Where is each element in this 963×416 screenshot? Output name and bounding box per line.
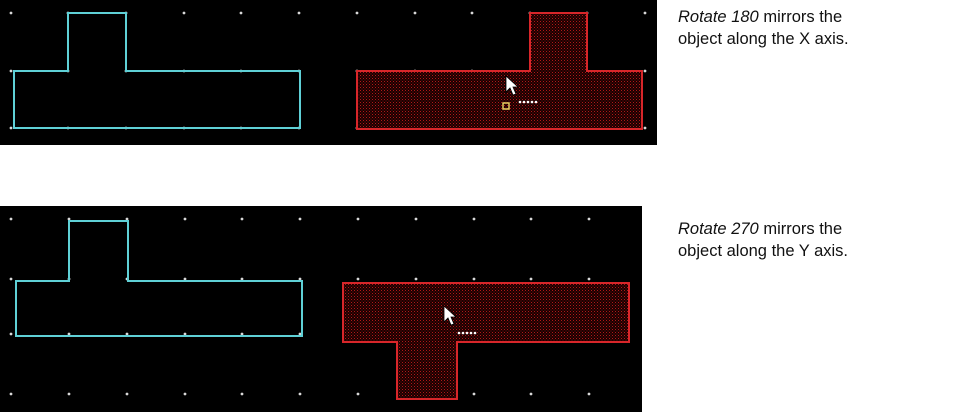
- original-shape-outline[interactable]: [15, 220, 303, 337]
- grid-dot: [239, 11, 243, 15]
- arrow-cursor-icon: [443, 305, 477, 335]
- grid-dot: [298, 392, 302, 396]
- grid-dot: [67, 217, 71, 221]
- grid-dot: [9, 126, 13, 130]
- grid-dot: [472, 392, 476, 396]
- grid-dot: [240, 332, 244, 336]
- grid-dot: [9, 392, 13, 396]
- grid-dot: [413, 11, 417, 15]
- drawing-canvas-rotate-270[interactable]: [0, 206, 642, 412]
- arrow-cursor-icon: [505, 75, 538, 104]
- grid-dot: [182, 11, 186, 15]
- grid-dot: [529, 392, 533, 396]
- rotated-shape-selected[interactable]: [342, 282, 630, 400]
- grid-dot: [240, 392, 244, 396]
- grid-dot: [183, 217, 187, 221]
- caption-text-line2: object along the Y axis.: [678, 242, 849, 260]
- grid-dot: [240, 277, 244, 281]
- grid-dot: [298, 217, 302, 221]
- grid-dot: [125, 332, 129, 336]
- caption-text: mirrors the: [758, 220, 843, 238]
- caption-rotate-270: Rotate 270 mirrors the object along the …: [678, 218, 958, 262]
- grid-dot: [9, 332, 13, 336]
- original-shape-outline[interactable]: [13, 12, 301, 129]
- grid-dot: [643, 126, 647, 130]
- grid-dot: [472, 217, 476, 221]
- grid-dot: [356, 217, 360, 221]
- grid-dot: [67, 392, 71, 396]
- rotated-shape-selected[interactable]: [356, 12, 643, 130]
- grid-dot: [356, 277, 360, 281]
- drawing-canvas-rotate-180[interactable]: [0, 0, 657, 145]
- grid-dot: [587, 217, 591, 221]
- grid-dot: [298, 277, 302, 281]
- grid-dot: [529, 217, 533, 221]
- caption-text-line2: object along the X axis.: [678, 30, 849, 48]
- command-name: Rotate 270: [678, 220, 759, 238]
- grid-dot: [587, 277, 591, 281]
- grid-dot: [587, 392, 591, 396]
- canvas-svg: [9, 11, 647, 130]
- grid-dot: [470, 11, 474, 15]
- caption-rotate-180: Rotate 180 mirrors the object along the …: [678, 6, 958, 50]
- grid-dot: [183, 392, 187, 396]
- canvas-svg: [9, 217, 630, 400]
- grid-dot: [529, 277, 533, 281]
- grid-dot: [183, 332, 187, 336]
- grid-dot: [297, 11, 301, 15]
- grid-dot: [125, 217, 129, 221]
- grid-dot: [240, 217, 244, 221]
- grid-dot: [183, 277, 187, 281]
- grid-dot: [355, 11, 359, 15]
- grid-dot: [67, 332, 71, 336]
- grid-dot: [356, 392, 360, 396]
- grid-dot: [9, 69, 13, 73]
- grid-dot: [643, 69, 647, 73]
- grid-dot: [9, 217, 13, 221]
- grid-dot: [9, 11, 13, 15]
- grid-dot: [472, 277, 476, 281]
- selection-handle-icon[interactable]: [502, 102, 510, 110]
- grid-dot: [414, 277, 418, 281]
- grid-dot: [643, 11, 647, 15]
- caption-text: mirrors the: [758, 8, 843, 26]
- command-name: Rotate 180: [678, 8, 759, 26]
- grid-dot: [298, 332, 302, 336]
- grid-dot: [9, 277, 13, 281]
- grid-dot: [414, 217, 418, 221]
- grid-dot: [125, 392, 129, 396]
